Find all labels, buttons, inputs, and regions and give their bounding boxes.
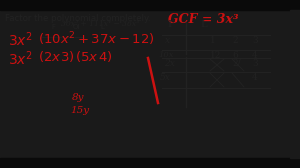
Text: 2x: 2x: [164, 59, 175, 68]
Text: $(5x$: $(5x$: [75, 49, 99, 64]
Text: L: L: [100, 24, 104, 30]
Text: OI: OI: [73, 24, 80, 30]
Bar: [290, 10, 300, 158]
Text: 12: 12: [210, 51, 221, 60]
Text: 3: 3: [252, 59, 258, 68]
Text: 2/: 2/: [232, 59, 241, 68]
Bar: [0, 158, 300, 168]
Text: $4)$: $4)$: [98, 49, 112, 64]
Text: F: F: [167, 20, 174, 29]
Text: $3)$: $3)$: [60, 49, 74, 64]
Text: 8y: 8y: [72, 93, 85, 102]
Text: 1: 1: [210, 36, 216, 45]
Text: 6: 6: [232, 51, 238, 60]
Text: 4: 4: [252, 51, 258, 60]
Text: L: L: [200, 20, 207, 29]
Text: 5x: 5x: [160, 73, 171, 82]
Text: F: F: [51, 24, 55, 30]
Text: $3x^2$: $3x^2$: [8, 49, 33, 68]
Bar: [0, 0, 300, 10]
Text: 4: 4: [252, 73, 258, 82]
Text: Factor the polynomial completely.: Factor the polynomial completely.: [5, 14, 151, 23]
Text: $(2x$: $(2x$: [38, 49, 62, 64]
Text: GCF = 3x³: GCF = 3x³: [168, 13, 239, 26]
Text: x: x: [165, 36, 170, 45]
Text: 3: 3: [252, 36, 258, 45]
Text: 15y: 15y: [70, 106, 89, 115]
Text: $(10x^2+37x-12)$: $(10x^2+37x-12)$: [38, 30, 155, 48]
Text: 30x⁵ + 111x⁴ − 36x³: 30x⁵ + 111x⁴ − 36x³: [61, 20, 139, 28]
Text: 2: 2: [232, 36, 238, 45]
Text: $3x^2$: $3x^2$: [8, 30, 33, 49]
Text: 10x: 10x: [158, 51, 173, 59]
